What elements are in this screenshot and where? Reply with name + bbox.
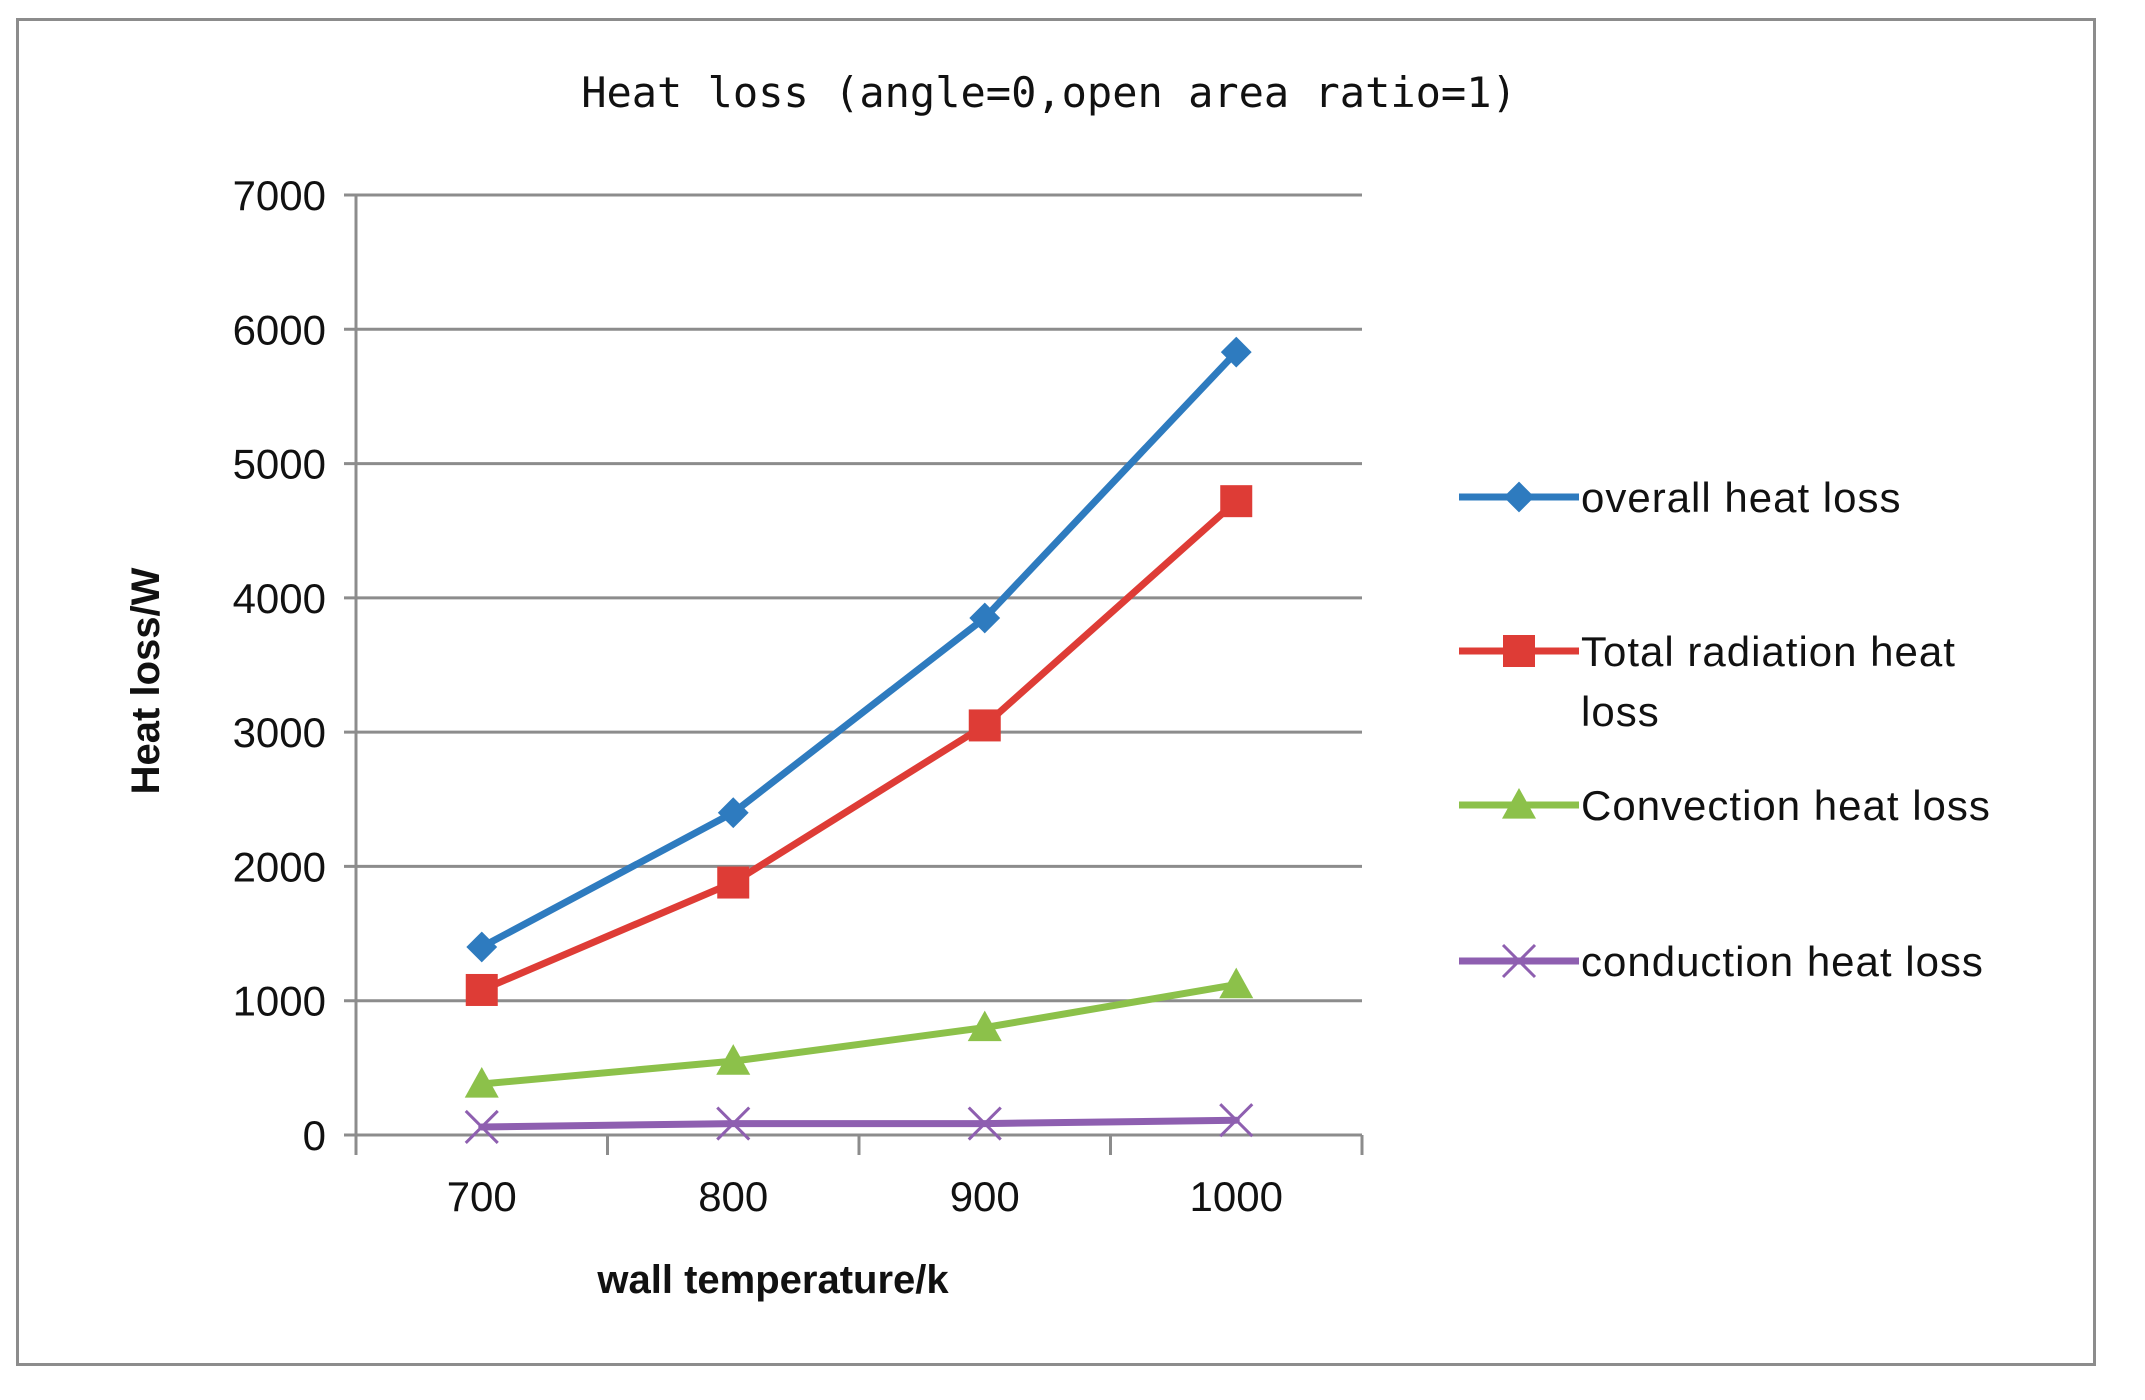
data-point-total-radiation-heat-loss-700 xyxy=(465,973,498,1006)
legend-item-conduction-heat-loss: conduction heat loss xyxy=(1459,938,1984,985)
chart-title: Heat loss (angle=0,open area ratio=1) xyxy=(581,68,1517,117)
data-point-total-radiation-heat-loss-1000 xyxy=(1220,485,1253,518)
data-point-overall-heat-loss-1000 xyxy=(1220,336,1252,368)
series-layer xyxy=(464,336,1254,1145)
y-tick-label-4000: 4000 xyxy=(233,575,326,622)
legend-marker-conduction-heat-loss-stroke-b xyxy=(1501,943,1537,979)
y-tick-label-1000: 1000 xyxy=(233,978,326,1025)
x-tick-label-900: 900 xyxy=(950,1173,1020,1220)
legend-label-total-radiation-heat-loss-1: loss xyxy=(1581,688,1660,735)
data-point-total-radiation-heat-loss-900 xyxy=(968,709,1001,742)
data-point-convection-heat-loss-1000 xyxy=(1219,967,1254,999)
legend-item-convection-heat-loss: Convection heat loss xyxy=(1459,782,1991,829)
data-point-conduction-heat-loss-800 xyxy=(716,1106,751,1141)
legend-label-overall-heat-loss: overall heat loss xyxy=(1581,474,1902,521)
y-tick-label-5000: 5000 xyxy=(233,441,326,488)
series-line-conduction-heat-loss xyxy=(478,1116,1240,1131)
data-point-overall-heat-loss-800 xyxy=(717,797,749,829)
y-tick-label-2000: 2000 xyxy=(233,843,326,890)
legend: overall heat loss Total radiation heat los… xyxy=(1459,474,1991,985)
y-tick-labels: 0 1000 2000 3000 4000 5000 6000 7000 xyxy=(233,172,326,1159)
data-point-conduction-heat-loss-800-stroke-b xyxy=(716,1106,751,1141)
y-tick-label-0: 0 xyxy=(303,1112,326,1159)
data-point-conduction-heat-loss-700-stroke-b xyxy=(464,1109,499,1145)
data-point-total-radiation-heat-loss-800 xyxy=(717,866,750,899)
legend-item-total-radiation-heat-loss: Total radiation heat loss xyxy=(1459,628,1956,735)
legend-marker-total-radiation-heat-loss xyxy=(1503,635,1535,667)
legend-item-overall-heat-loss: overall heat loss xyxy=(1459,474,1902,521)
series-conduction-heat-loss xyxy=(464,1103,1254,1145)
x-tick-label-800: 800 xyxy=(698,1173,768,1220)
data-point-conduction-heat-loss-1000 xyxy=(1219,1103,1254,1138)
data-point-conduction-heat-loss-900-stroke-b xyxy=(967,1106,1002,1141)
series-line-convection-heat-loss xyxy=(478,981,1240,1088)
x-axis-label: wall temperature/k xyxy=(596,1258,949,1302)
data-point-overall-heat-loss-900 xyxy=(969,602,1001,634)
chart-svg: Heat loss (angle=0,open area ratio=1) 0 1… xyxy=(124,68,1991,1302)
legend-label-total-radiation-heat-loss-0: Total radiation heat xyxy=(1581,628,1956,675)
legend-label-convection-heat-loss: Convection heat loss xyxy=(1581,782,1991,829)
data-point-convection-heat-loss-800 xyxy=(716,1044,751,1075)
series-overall-heat-loss xyxy=(466,336,1252,963)
data-point-overall-heat-loss-700 xyxy=(466,931,498,963)
grid-layer xyxy=(344,193,1362,1137)
series-line-overall-heat-loss xyxy=(478,348,1240,951)
legend-marker-conduction-heat-loss xyxy=(1501,943,1537,979)
y-tick-label-3000: 3000 xyxy=(233,709,326,756)
data-point-conduction-heat-loss-900 xyxy=(967,1106,1002,1141)
data-point-convection-heat-loss-900 xyxy=(967,1010,1002,1042)
y-tick-label-7000: 7000 xyxy=(233,172,326,219)
series-convection-heat-loss xyxy=(464,967,1254,1098)
data-point-conduction-heat-loss-1000-stroke-b xyxy=(1219,1103,1254,1138)
series-total-radiation-heat-loss xyxy=(465,485,1253,1006)
legend-marker-convection-heat-loss xyxy=(1502,788,1536,819)
series-line-total-radiation-heat-loss xyxy=(478,497,1240,994)
y-tick-label-6000: 6000 xyxy=(233,306,326,353)
data-point-conduction-heat-loss-700 xyxy=(464,1109,499,1145)
x-tick-labels: 700 800 900 1000 xyxy=(447,1173,1283,1220)
axis-layer xyxy=(354,195,1364,1155)
chart-frame: Heat loss (angle=0,open area ratio=1) 0 1… xyxy=(16,18,2096,1366)
legend-marker-overall-heat-loss xyxy=(1503,481,1535,513)
x-tick-label-1000: 1000 xyxy=(1190,1173,1283,1220)
legend-label-conduction-heat-loss: conduction heat loss xyxy=(1581,938,1984,985)
data-point-convection-heat-loss-700 xyxy=(464,1066,499,1098)
x-tick-label-700: 700 xyxy=(447,1173,517,1220)
y-axis-label: Heat loss/W xyxy=(124,567,168,794)
